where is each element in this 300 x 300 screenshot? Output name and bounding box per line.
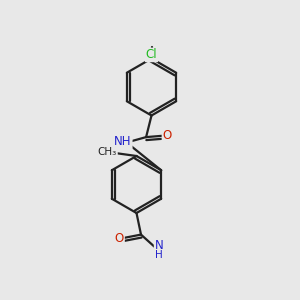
Text: CH₃: CH₃	[98, 146, 117, 157]
Text: N: N	[154, 238, 164, 252]
Text: O: O	[115, 232, 124, 245]
Text: O: O	[163, 129, 172, 142]
Text: H: H	[155, 250, 163, 260]
Text: Cl: Cl	[146, 48, 157, 62]
Text: NH: NH	[114, 135, 132, 148]
